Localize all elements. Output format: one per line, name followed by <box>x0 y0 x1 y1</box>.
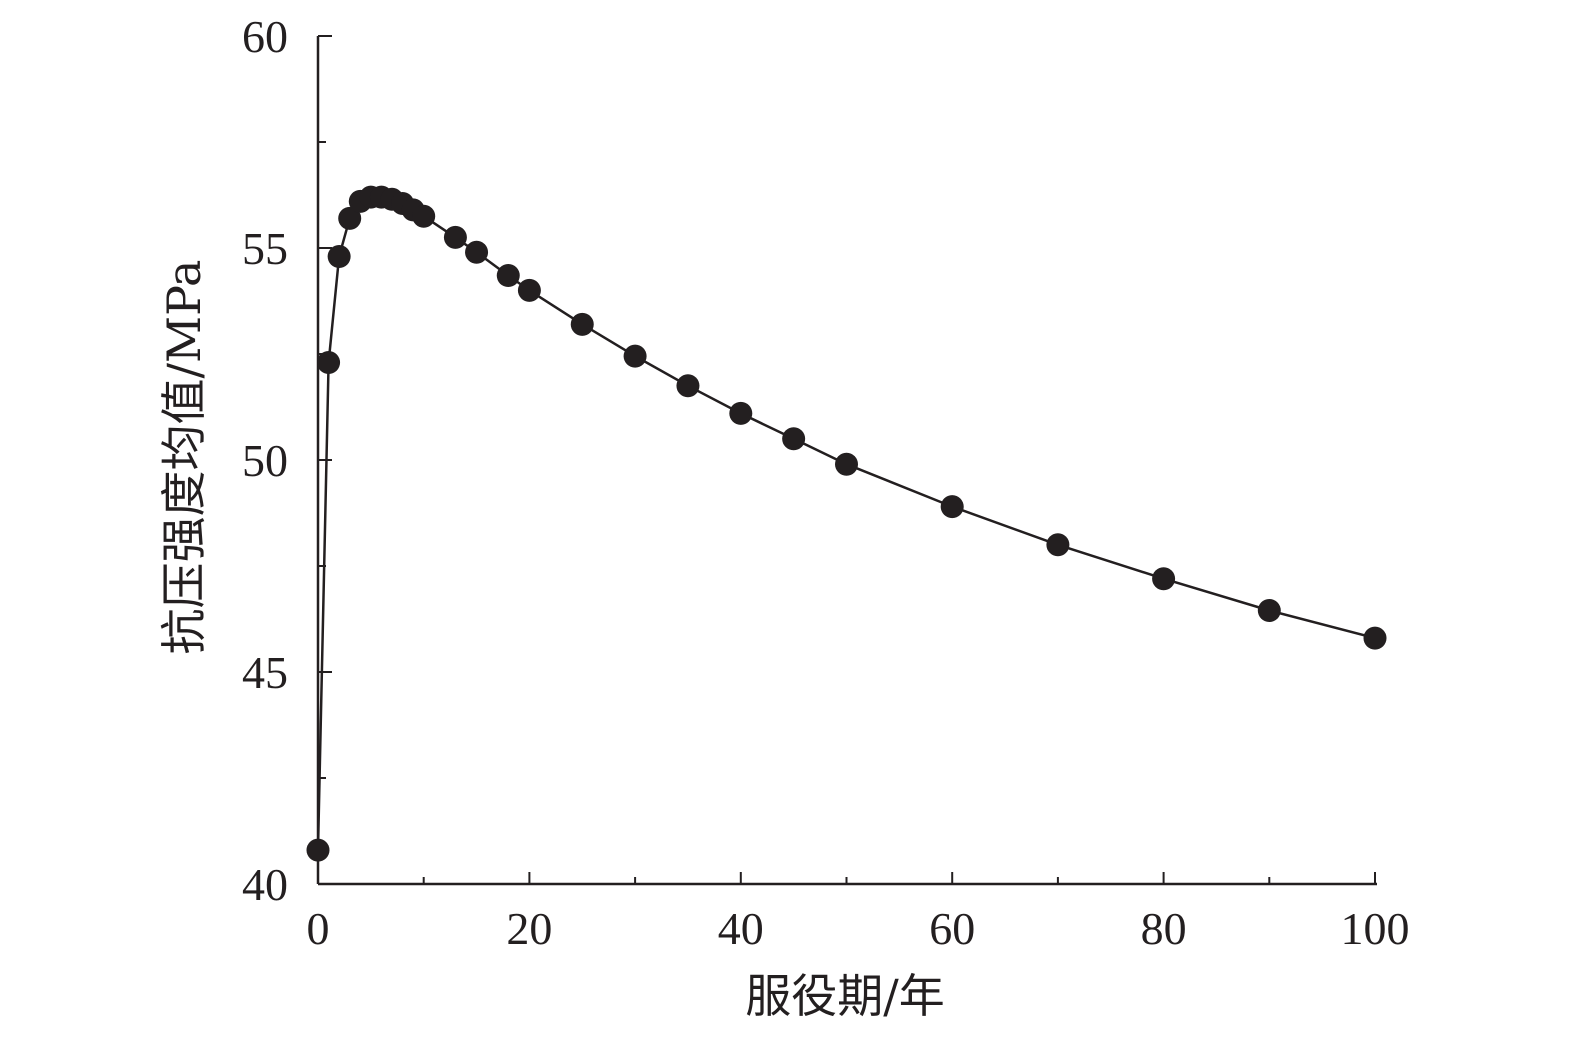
x-tick-label: 60 <box>929 903 975 954</box>
data-point <box>327 244 351 268</box>
y-tick-label: 55 <box>242 223 288 274</box>
data-point <box>835 452 858 476</box>
data-point <box>1363 626 1387 650</box>
x-tick-label: 80 <box>1141 903 1187 954</box>
data-point <box>338 206 362 230</box>
data-point <box>1257 599 1281 623</box>
data-point <box>782 427 806 451</box>
data-point <box>676 374 700 398</box>
data-point <box>517 278 541 302</box>
x-tick-label: 40 <box>718 903 764 954</box>
data-point <box>465 240 489 264</box>
data-point <box>306 838 330 862</box>
data-point <box>940 495 964 519</box>
x-tick-label: 20 <box>506 903 552 954</box>
data-point <box>317 350 341 374</box>
data-point <box>729 401 753 425</box>
data-point <box>570 312 594 336</box>
data-point <box>443 225 467 249</box>
y-tick-label: 60 <box>242 11 288 62</box>
x-axis-title: 服役期/年 <box>745 969 945 1023</box>
y-axis-title: 抗压强度均值/MPa <box>157 260 211 655</box>
series-line <box>316 195 1376 851</box>
tick-labels: 0 20 40 60 80 100 40 45 50 55 60 <box>242 11 1410 954</box>
x-tick-label: 100 <box>1341 903 1410 954</box>
data-point <box>1152 567 1176 591</box>
y-tick-label: 50 <box>242 435 288 486</box>
y-tick-label: 45 <box>242 647 288 698</box>
data-point <box>623 344 647 368</box>
data-point <box>496 264 520 288</box>
y-tick-label: 40 <box>242 859 288 910</box>
x-tick-label: 0 <box>307 903 330 954</box>
plot-area <box>306 185 1387 862</box>
data-point <box>1046 533 1070 557</box>
data-point <box>412 204 436 228</box>
ticks <box>317 35 1376 885</box>
